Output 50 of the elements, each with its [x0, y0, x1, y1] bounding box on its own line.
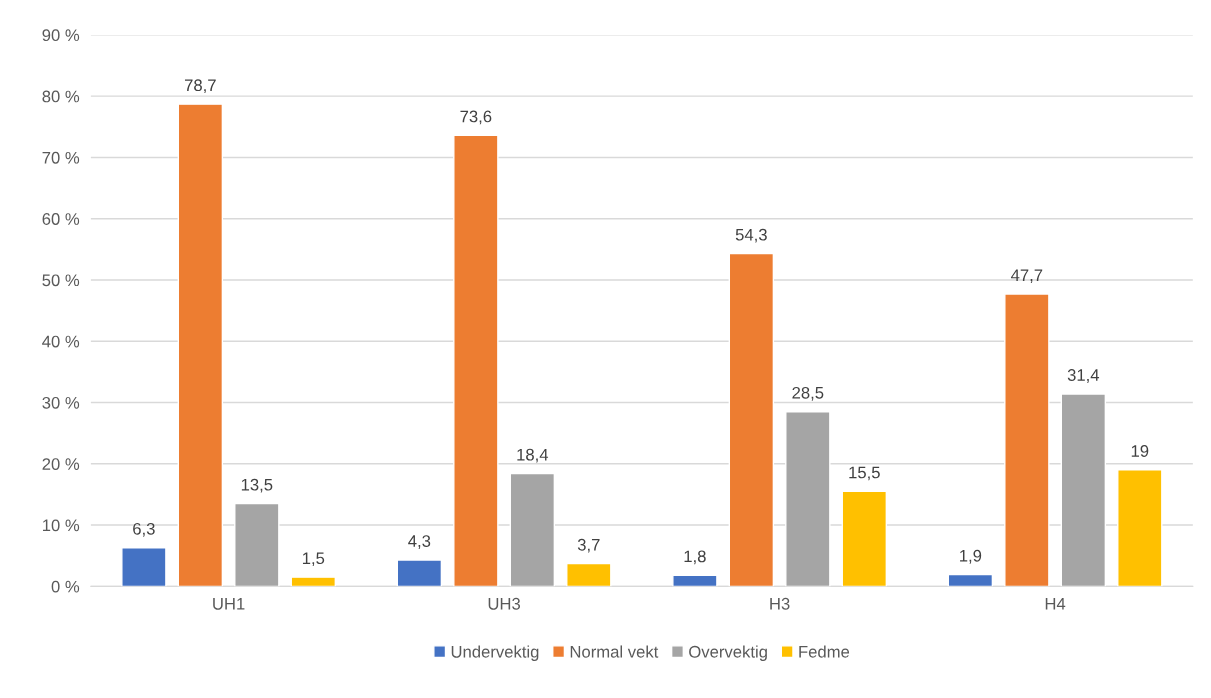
bar: [453, 134, 499, 587]
bar: [1004, 293, 1050, 587]
bar: [234, 502, 280, 587]
data-label: 47,7: [1011, 269, 1043, 284]
legend-label: Undervektig: [451, 645, 539, 661]
bar: [1060, 393, 1107, 587]
x-tick-label: H4: [1045, 598, 1066, 610]
data-label: 78,7: [184, 79, 216, 94]
x-tick-label: H3: [770, 597, 790, 610]
data-label: 13,5: [241, 478, 273, 493]
data-label: 1,8: [684, 550, 706, 565]
data-label: 31,4: [1067, 369, 1100, 383]
bar: [396, 559, 443, 587]
y-tick-label: 30 %: [42, 396, 80, 409]
legend-label: Overvektig: [689, 645, 767, 661]
data-label: 15,5: [849, 466, 880, 481]
bar: [841, 490, 888, 587]
bar: [672, 574, 718, 587]
y-tick-label: 70 %: [42, 151, 80, 164]
x-tick-label: UH3: [488, 597, 521, 610]
data-label: 1,5: [302, 552, 325, 567]
bar: [1117, 469, 1163, 587]
bar: [728, 252, 775, 587]
y-tick-label: 90 %: [42, 29, 80, 42]
bar: [121, 547, 167, 587]
data-label: 54,3: [735, 228, 767, 243]
bar: [947, 573, 994, 587]
legend-label: Normal vekt: [570, 645, 659, 658]
data-label: 6,3: [133, 522, 155, 537]
data-label: 3,7: [577, 538, 600, 553]
y-tick-label: 0 %: [51, 580, 80, 593]
y-tick-label: 20 %: [42, 458, 80, 470]
data-label: 19: [1131, 445, 1149, 457]
data-label: 28,5: [792, 386, 824, 401]
bar: [509, 472, 556, 587]
data-label: 73,6: [460, 110, 492, 125]
y-tick-label: 40 %: [42, 335, 80, 348]
x-tick-label: UH1: [213, 598, 245, 610]
y-tick-label: 80 %: [42, 90, 80, 103]
legend-label: Fedme: [799, 645, 850, 658]
bar: [566, 562, 612, 587]
data-label: 18,4: [517, 448, 549, 463]
data-label: 1,9: [960, 549, 982, 564]
y-tick-label: 10 %: [43, 519, 80, 532]
y-tick-label: 60 %: [42, 213, 80, 225]
bar: [290, 576, 337, 587]
y-tick-label: 50 %: [42, 274, 80, 287]
bar: [177, 103, 224, 587]
bar: [785, 411, 831, 587]
data-label: 4,3: [408, 535, 431, 549]
